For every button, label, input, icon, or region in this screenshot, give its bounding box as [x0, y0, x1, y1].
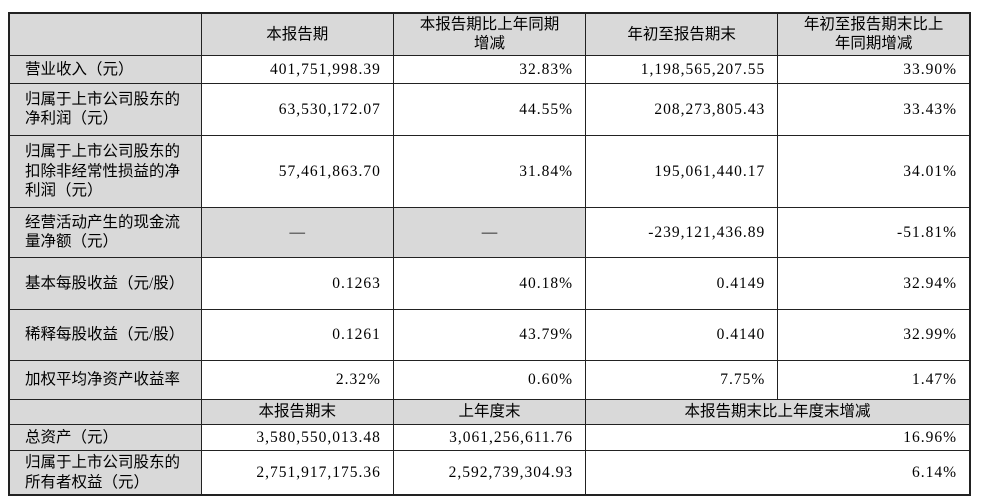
- value-cell: 2,751,917,175.36: [200, 449, 394, 496]
- value-cell: 31.84%: [392, 134, 587, 208]
- blank-header-cell: [8, 398, 202, 425]
- row-label: 经营活动产生的现金流量净额（元）: [8, 206, 202, 258]
- row-label: 总资产（元）: [8, 423, 202, 451]
- value-cell: 0.4140: [585, 308, 779, 361]
- header-period-end-vs-prior-year-end: 本报告期末比上年度末增减: [585, 398, 971, 425]
- value-cell: 34.01%: [777, 134, 971, 208]
- value-cell: 401,751,998.39: [200, 54, 394, 84]
- value-cell: -239,121,436.89: [585, 206, 779, 258]
- value-cell: 1,198,565,207.55: [585, 54, 779, 84]
- value-cell: 0.1263: [200, 256, 394, 310]
- table-row-owners-equity: 归属于上市公司股东的所有者权益（元） 2,751,917,175.36 2,59…: [8, 449, 971, 496]
- value-cell-dash: —: [392, 206, 587, 258]
- row-label: 归属于上市公司股东的净利润（元）: [8, 82, 202, 136]
- value-cell: 57,461,863.70: [200, 134, 394, 208]
- table-row-total-assets: 总资产（元） 3,580,550,013.48 3,061,256,611.76…: [8, 423, 971, 451]
- header-row-period-end: 本报告期末 上年度末 本报告期末比上年度末增减: [8, 398, 971, 425]
- value-cell: 43.79%: [392, 308, 587, 361]
- value-cell: -51.81%: [777, 206, 971, 258]
- value-cell: 208,273,805.43: [585, 82, 779, 136]
- table-row-revenue: 营业收入（元） 401,751,998.39 32.83% 1,198,565,…: [8, 54, 971, 84]
- value-cell: 2,592,739,304.93: [392, 449, 587, 496]
- value-cell: 40.18%: [392, 256, 587, 310]
- value-cell: 63,530,172.07: [200, 82, 394, 136]
- header-prior-year-end: 上年度末: [392, 398, 587, 425]
- value-cell: 195,061,440.17: [585, 134, 779, 208]
- value-cell: 3,580,550,013.48: [200, 423, 394, 451]
- value-cell: 7.75%: [585, 359, 779, 400]
- row-label: 归属于上市公司股东的所有者权益（元）: [8, 449, 202, 496]
- value-cell: 16.96%: [585, 423, 971, 451]
- value-cell: 0.1261: [200, 308, 394, 361]
- value-cell: 33.43%: [777, 82, 971, 136]
- row-label: 营业收入（元）: [8, 54, 202, 84]
- value-cell: 2.32%: [200, 359, 394, 400]
- header-ytd: 年初至报告期末: [585, 12, 779, 56]
- table-row-basic-eps: 基本每股收益（元/股） 0.1263 40.18% 0.4149 32.94%: [8, 256, 971, 310]
- value-cell: 32.83%: [392, 54, 587, 84]
- financial-summary-table: 本报告期 本报告期比上年同期增减 年初至报告期末 年初至报告期末比上年同期增减 …: [8, 12, 971, 497]
- row-label: 归属于上市公司股东的扣除非经常性损益的净利润（元）: [8, 134, 202, 208]
- table-row-operating-cash-flow: 经营活动产生的现金流量净额（元） — — -239,121,436.89 -51…: [8, 206, 971, 258]
- header-current-vs-prior-year: 本报告期比上年同期增减: [392, 12, 587, 56]
- header-current-period: 本报告期: [200, 12, 394, 56]
- header-row-period: 本报告期 本报告期比上年同期增减 年初至报告期末 年初至报告期末比上年同期增减: [8, 12, 971, 56]
- header-period-end: 本报告期末: [200, 398, 394, 425]
- value-cell: 6.14%: [585, 449, 971, 496]
- value-cell: 32.94%: [777, 256, 971, 310]
- value-cell-dash: —: [200, 206, 394, 258]
- table-row-diluted-eps: 稀释每股收益（元/股） 0.1261 43.79% 0.4140 32.99%: [8, 308, 971, 361]
- table-row-weighted-avg-roe: 加权平均净资产收益率 2.32% 0.60% 7.75% 1.47%: [8, 359, 971, 400]
- table-row-net-profit: 归属于上市公司股东的净利润（元） 63,530,172.07 44.55% 20…: [8, 82, 971, 136]
- value-cell: 0.60%: [392, 359, 587, 400]
- value-cell: 1.47%: [777, 359, 971, 400]
- value-cell: 3,061,256,611.76: [392, 423, 587, 451]
- value-cell: 0.4149: [585, 256, 779, 310]
- row-label: 基本每股收益（元/股）: [8, 256, 202, 310]
- value-cell: 33.90%: [777, 54, 971, 84]
- value-cell: 44.55%: [392, 82, 587, 136]
- blank-header-cell: [8, 12, 202, 56]
- row-label: 稀释每股收益（元/股）: [8, 308, 202, 361]
- row-label: 加权平均净资产收益率: [8, 359, 202, 400]
- header-ytd-vs-prior-year: 年初至报告期末比上年同期增减: [777, 12, 971, 56]
- table-row-net-profit-excl-nonrecurring: 归属于上市公司股东的扣除非经常性损益的净利润（元） 57,461,863.70 …: [8, 134, 971, 208]
- value-cell: 32.99%: [777, 308, 971, 361]
